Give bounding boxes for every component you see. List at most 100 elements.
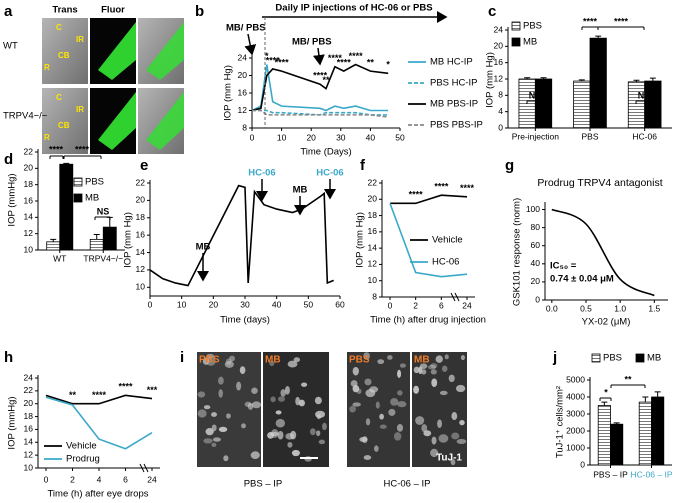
fluorescence: [146, 92, 184, 150]
annotation: 0.74 ± 0.04 μM: [550, 274, 614, 285]
cell: [275, 418, 285, 428]
cell: [397, 369, 402, 378]
x-tick-label: Pre-injection: [512, 131, 560, 141]
cell: [251, 401, 262, 409]
y-tick-label: 16: [24, 195, 34, 205]
x-tick-label: 0: [250, 132, 255, 142]
cell: [226, 413, 231, 419]
y-tick-label: 14: [24, 437, 34, 447]
cell: [421, 424, 428, 433]
bar: [597, 405, 611, 466]
y-tick-label: 4000: [566, 391, 585, 401]
y-tick-label: 22: [24, 146, 34, 156]
cell: [437, 419, 442, 428]
cell: [270, 396, 276, 403]
y-tick-label: 22: [24, 385, 34, 395]
cell: [397, 390, 403, 396]
bar: [89, 238, 104, 251]
region-label: IR: [76, 35, 84, 44]
group-label: HC-06 – IP: [384, 479, 431, 490]
line-series: [45, 394, 153, 405]
y-tick-label: 20: [24, 398, 34, 408]
cell: [287, 360, 298, 368]
legend-swatch: [635, 353, 645, 363]
y-tick-label: 20: [238, 70, 248, 80]
cell: [251, 387, 258, 395]
bar: [644, 80, 662, 129]
image-tile: [263, 352, 329, 467]
line-series: [251, 63, 389, 112]
cell: [212, 437, 221, 442]
annotation: MB/ PBS: [226, 23, 266, 34]
cell: [318, 439, 326, 445]
x-tick-label: 10: [177, 299, 187, 309]
cell: [352, 384, 360, 393]
y-axis-label: IOP (mmHg): [7, 396, 18, 449]
y-tick-label: 0: [535, 294, 540, 304]
y-tick-label: 16: [238, 87, 248, 97]
y-tick-label: 10: [24, 244, 34, 254]
cell: [450, 458, 456, 466]
decoration: [143, 463, 149, 473]
annotation: ****: [49, 144, 64, 154]
bar: [59, 163, 74, 251]
significance: ****: [313, 71, 328, 81]
bar: [627, 81, 646, 129]
column-header: Trans: [52, 5, 77, 16]
significance: ****: [328, 53, 343, 63]
y-tick-label: 24: [238, 52, 248, 62]
bar: [651, 396, 665, 466]
y-tick-label: 18: [24, 411, 34, 421]
significance: **: [69, 390, 77, 400]
legend-label: PBS HC-IP: [430, 78, 478, 89]
cell: [223, 455, 229, 462]
y-tick-label: 16: [494, 57, 504, 67]
significance: ***: [147, 385, 158, 395]
cell: [388, 408, 396, 416]
x-axis-label: Time (days): [220, 315, 270, 326]
annotation: MB: [293, 185, 308, 196]
x-tick-label: 40: [366, 132, 376, 142]
annotation: NS: [97, 206, 110, 216]
bar: [638, 401, 652, 466]
region-label: CB: [58, 51, 70, 60]
cell: [314, 396, 322, 405]
legend-label: Vehicle: [432, 235, 463, 246]
region-label: CB: [58, 121, 70, 130]
decoration: [454, 292, 460, 302]
y-tick-label: 16: [368, 226, 378, 236]
y-tick-label: 10: [368, 275, 378, 285]
cell: [236, 381, 242, 391]
image-tile: [42, 18, 88, 84]
x-tick-label: 0: [388, 300, 393, 310]
x-tick-label: PBS – IP: [593, 469, 628, 479]
y-axis-label: IOP (mm Hg): [223, 65, 234, 121]
significance: ****: [434, 182, 449, 192]
cell: [439, 390, 448, 396]
cell: [225, 358, 232, 365]
cell: [203, 438, 213, 444]
x-tick-label: 2: [70, 474, 75, 484]
cell: [399, 363, 406, 368]
cell: [397, 401, 407, 408]
legend-label: PBS: [603, 353, 622, 364]
cell: [459, 420, 465, 426]
region-label: C: [56, 93, 62, 102]
tile-label: MB: [414, 355, 430, 366]
cell: [451, 432, 460, 440]
cell: [271, 429, 279, 438]
significance: ****: [337, 58, 352, 68]
panel-letter: h: [4, 349, 13, 366]
decoration: [139, 463, 145, 473]
y-tick-label: 20: [494, 41, 504, 51]
bar: [46, 241, 61, 251]
annotation: ****: [75, 144, 90, 154]
cell: [431, 436, 437, 445]
panel-letter: b: [195, 3, 204, 20]
annotation: NS: [529, 90, 542, 100]
cell: [413, 366, 420, 374]
significance: ****: [275, 58, 290, 68]
line-series: [390, 194, 468, 205]
cell: [421, 369, 427, 375]
annotation: *: [604, 387, 608, 397]
